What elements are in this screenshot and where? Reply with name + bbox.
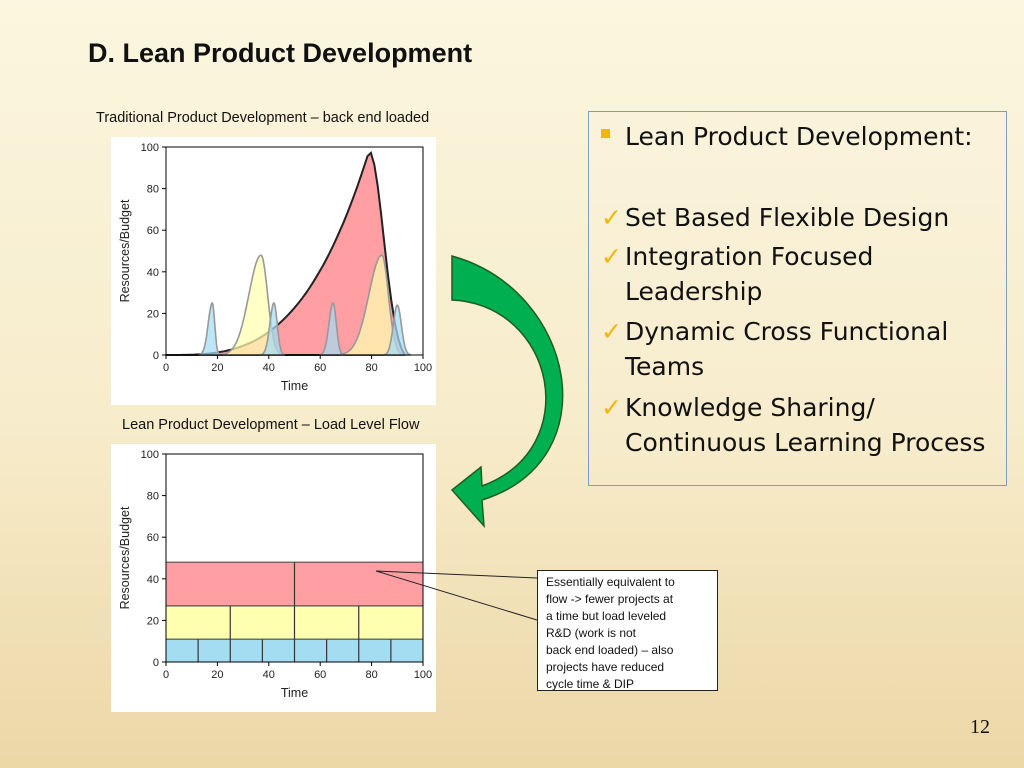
- y-tick-label: 100: [141, 142, 159, 154]
- y-tick-label: 100: [141, 449, 159, 461]
- callout-line: [375, 570, 538, 579]
- y-tick-label: 80: [147, 184, 159, 196]
- note-line: cycle time & DIP: [546, 677, 635, 691]
- note-line: a time but load leveled: [546, 609, 667, 623]
- bullet-heading: Lean Product Development:: [601, 122, 973, 151]
- y-tick-label: 0: [153, 350, 159, 362]
- checkmark-icon: ✓: [601, 242, 622, 271]
- y-tick-label: 60: [147, 225, 159, 237]
- series-area-blue-4: [319, 302, 345, 356]
- bullet-item-line: Set Based Flexible Design: [625, 203, 950, 232]
- bullet-item-line: Continuous Learning Process: [625, 428, 986, 457]
- y-tick-label: 40: [147, 267, 159, 279]
- bullet-item-line: Integration Focused: [625, 242, 874, 271]
- x-tick-label: 0: [163, 362, 169, 374]
- traditional-chart: 0 20 40 60 80 100 0 20 40 60 80 100 Time Resources/Bu…: [111, 137, 436, 405]
- x-tick-label: 80: [365, 362, 377, 374]
- note-line: projects have reduced: [546, 660, 665, 674]
- x-tick-label: 20: [211, 362, 223, 374]
- series-area-blue-3: [260, 302, 286, 356]
- y-axis-label: Resources/Budget: [118, 506, 132, 609]
- bullet-box: Lean Product Development: ✓ Set Based Fl…: [588, 111, 1007, 486]
- series-area-blue-2: [198, 302, 221, 356]
- plot-frame: [165, 146, 424, 356]
- y-tick-label: 60: [147, 532, 159, 544]
- lean-chart: 0 20 40 60 80 100 0 20 40 60 80 100 Time Resources/Bu…: [111, 444, 436, 712]
- square-bullet-icon: [601, 129, 610, 138]
- x-tick-label: 100: [414, 669, 432, 681]
- x-tick-label: 60: [314, 669, 326, 681]
- y-tick-label: 20: [147, 615, 159, 627]
- x-tick-label: 40: [263, 362, 275, 374]
- annotation-note: Essentially equivalent to flow -> fewer …: [537, 570, 718, 691]
- bullet-item-line: Knowledge Sharing/: [625, 393, 875, 422]
- bullet-item: ✓ Integration Focused Leadership: [601, 239, 873, 309]
- x-tick-label: 100: [414, 362, 432, 374]
- plot-frame: [165, 453, 424, 663]
- note-line: R&D (work is not: [546, 626, 637, 640]
- note-line: Essentially equivalent to: [546, 575, 675, 589]
- y-axis-label: Resources/Budget: [118, 199, 132, 302]
- y-tick-label: 20: [147, 308, 159, 320]
- bullet-heading-text: Lean Product Development:: [625, 122, 973, 151]
- lean-chart-caption: Lean Product Development – Load Level Fl…: [122, 417, 420, 433]
- y-tick-label: 40: [147, 574, 159, 586]
- x-tick-label: 60: [314, 362, 326, 374]
- x-tick-label: 0: [163, 669, 169, 681]
- traditional-chart-caption: Traditional Product Development – back e…: [96, 110, 430, 126]
- bullet-item-line: Teams: [625, 352, 705, 381]
- x-axis-label: Time: [281, 379, 308, 393]
- checkmark-icon: ✓: [601, 393, 622, 422]
- x-tick-label: 20: [211, 669, 223, 681]
- bullet-item: ✓ Dynamic Cross Functional Teams: [601, 314, 948, 384]
- y-tick-label: 0: [153, 657, 159, 669]
- slide-title: D. Lean Product Development: [88, 38, 473, 68]
- checkmark-icon: ✓: [601, 317, 622, 346]
- note-line: flow -> fewer projects at: [546, 592, 674, 606]
- page-number: 12: [970, 716, 990, 738]
- bullet-item: ✓ Knowledge Sharing/ Continuous Learning…: [601, 390, 985, 460]
- checkmark-icon: ✓: [601, 203, 622, 232]
- x-axis-label: Time: [281, 686, 308, 700]
- bullet-item: ✓ Set Based Flexible Design: [601, 200, 949, 235]
- x-tick-label: 40: [263, 669, 275, 681]
- series-area-blue-6: [383, 304, 412, 356]
- bullet-item-line: Leadership: [625, 277, 763, 306]
- curved-arrow-icon: [450, 255, 564, 529]
- x-tick-label: 80: [365, 669, 377, 681]
- y-tick-label: 80: [147, 491, 159, 503]
- bullet-item-line: Dynamic Cross Functional: [625, 317, 949, 346]
- callout-line: [375, 570, 538, 621]
- note-line: back end loaded) – also: [546, 643, 674, 657]
